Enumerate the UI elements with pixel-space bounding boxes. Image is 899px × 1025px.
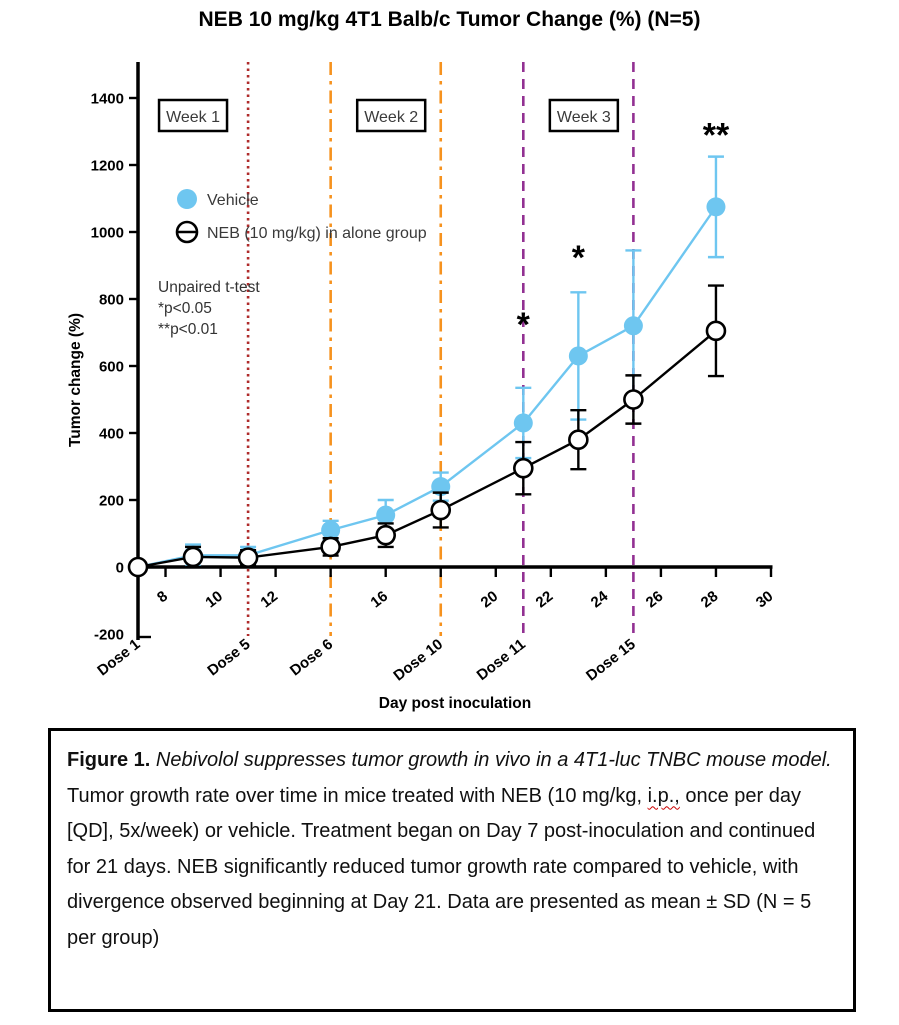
- y-tick-label: 400: [99, 426, 124, 443]
- week-labels-group: Week 1 Week 2 Week 3: [157, 98, 620, 133]
- x-tick-label: 22: [533, 588, 557, 612]
- chart-title: NEB 10 mg/kg 4T1 Balb/c Tumor Change (%)…: [198, 8, 701, 31]
- data-point: [430, 499, 452, 521]
- legend-neb-label: NEB (10 mg/kg) in alone group: [207, 225, 427, 242]
- data-point: [705, 320, 727, 342]
- x-tick-label: 24: [588, 587, 612, 611]
- week-box: [157, 98, 229, 133]
- week-box: [355, 98, 427, 133]
- data-point: [376, 505, 396, 525]
- data-point: [623, 316, 643, 336]
- x-tick-label: 8: [154, 588, 171, 607]
- caption-segment: once per day [QD], 5x/week) or vehicle. …: [67, 784, 816, 949]
- y-tick-label: 1000: [91, 225, 124, 242]
- data-point: [375, 524, 396, 546]
- stats-note-line: Unpaired t-test: [158, 279, 260, 296]
- dose-label: Dose 6: [287, 636, 336, 680]
- data-point: [706, 197, 726, 217]
- y-axis-label: Tumor change (%): [67, 313, 84, 447]
- caption-segment: Nebivolol suppresses tumor growth in viv…: [155, 749, 832, 771]
- x-tick-label: 28: [698, 588, 722, 612]
- y-tick-label: 1200: [91, 158, 124, 175]
- data-point: [127, 556, 149, 578]
- significance-marker: *: [517, 306, 531, 344]
- data-point: [237, 547, 259, 568]
- axes-group: -200 0 200 400 600 800 1000 1200 1400 8 10 12 16 20 22…: [67, 62, 776, 712]
- figure-caption: Figure 1. Nebivolol suppresses tumor gro…: [48, 728, 856, 1012]
- data-point: [321, 520, 341, 540]
- dose-lines-group: Dose 1 Dose 5 Dose 6 Dose 10 Dose 11 Dose 15: [94, 62, 639, 685]
- legend-group: Vehicle NEB (10 mg/kg) in alone group Unpa…: [158, 189, 427, 338]
- legend-vehicle-marker: [177, 189, 197, 209]
- significance-marker: *: [572, 239, 586, 277]
- data-point: [320, 536, 341, 558]
- data-point: [431, 477, 451, 497]
- y-tick-label: 600: [99, 359, 124, 376]
- x-tick-label: 30: [753, 588, 777, 612]
- y-tick-label: 0: [116, 560, 124, 577]
- series-line: [137, 206, 717, 569]
- tumor-growth-chart: Dose 1 Dose 5 Dose 6 Dose 10 Dose 11 Dose 15W…: [67, 62, 776, 712]
- week-label: Week 1: [166, 109, 220, 126]
- series-neb: [127, 284, 727, 578]
- data-point: [568, 346, 588, 366]
- y-tick-label: -200: [94, 627, 124, 644]
- legend-vehicle-label: Vehicle: [207, 192, 259, 209]
- significance-marker: **: [703, 117, 730, 155]
- dose-label: Dose 15: [583, 636, 639, 685]
- week-label: Week 3: [557, 109, 611, 126]
- dose-label: Dose 11: [474, 636, 529, 684]
- caption-segment: Tumor growth rate over time in mice trea…: [67, 784, 648, 807]
- series-vehicle: [128, 155, 726, 577]
- data-point: [182, 546, 204, 568]
- x-tick-label: 12: [257, 588, 281, 612]
- data-point: [623, 389, 644, 410]
- week-label: Week 2: [364, 109, 418, 126]
- stats-note-line: *p<0.05: [158, 300, 212, 317]
- dose-label: Dose 10: [390, 636, 446, 685]
- data-point: [568, 429, 589, 451]
- y-tick-label: 800: [99, 292, 124, 309]
- data-point: [513, 413, 533, 433]
- x-tick-label: 26: [643, 588, 667, 612]
- stats-note-line: **p<0.01: [158, 321, 218, 338]
- week-box: [548, 98, 620, 133]
- x-axis-label: Day post inoculation: [379, 695, 531, 712]
- dose-label: Dose 5: [204, 636, 253, 680]
- y-tick-label: 200: [99, 493, 124, 510]
- x-tick-label: 10: [202, 588, 226, 612]
- caption-segment: i.p.,: [647, 784, 680, 807]
- x-tick-label: 16: [368, 588, 392, 612]
- y-tick-label: 1400: [91, 91, 124, 108]
- caption-segment: Figure 1.: [67, 749, 156, 771]
- data-point: [513, 457, 534, 479]
- x-tick-label: 20: [478, 588, 502, 612]
- series-line: [137, 329, 717, 569]
